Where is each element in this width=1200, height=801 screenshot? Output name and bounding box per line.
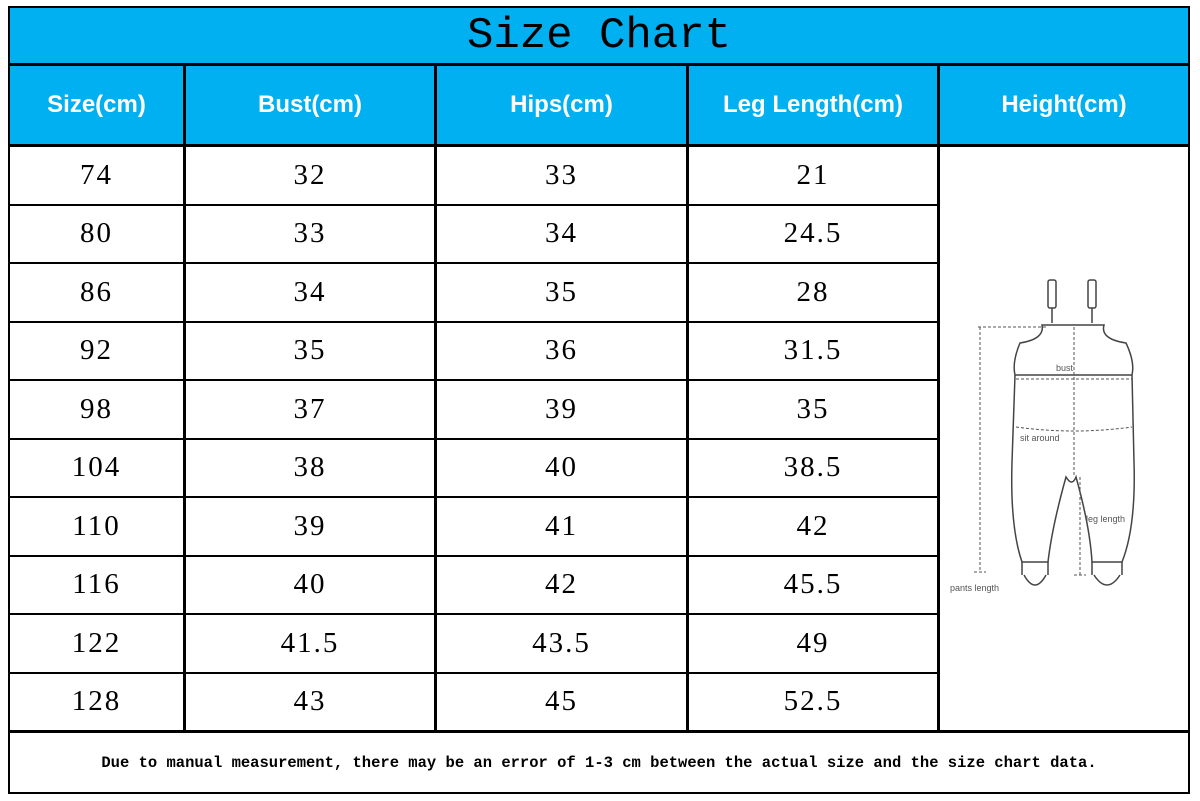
- table-cell: 86: [10, 264, 183, 321]
- table-cell: 36: [437, 322, 686, 379]
- table-cell: 43.5: [437, 615, 686, 672]
- table-cell: 34: [186, 264, 434, 321]
- table-cell: 33: [437, 147, 686, 204]
- table-cell: 34: [437, 205, 686, 262]
- overalls-illustration: bust sit around leg length pants length: [950, 279, 1135, 593]
- table-cell: 98: [10, 381, 183, 438]
- sit-around-label: sit around: [1020, 433, 1060, 443]
- table-cell: 41.5: [186, 615, 434, 672]
- table-cell: 35: [186, 322, 434, 379]
- table-cell: 43: [186, 673, 434, 730]
- table-cell: 52.5: [689, 673, 937, 730]
- table-cell: 45: [437, 673, 686, 730]
- table-cell: 74: [10, 147, 183, 204]
- table-cell: 41: [437, 498, 686, 555]
- leg-length-label: leg length: [1086, 514, 1125, 524]
- table-cell: 49: [689, 615, 937, 672]
- table-cell: 35: [437, 264, 686, 321]
- title: Size Chart: [10, 8, 1188, 63]
- table-cell: 33: [186, 205, 434, 262]
- column-header: Height(cm): [940, 66, 1188, 144]
- table-cell: 104: [10, 439, 183, 496]
- column-header: Bust(cm): [186, 66, 434, 144]
- table-cell: 42: [437, 556, 686, 613]
- table-cell: 37: [186, 381, 434, 438]
- table-cell: 38: [186, 439, 434, 496]
- column-header: Leg Length(cm): [689, 66, 937, 144]
- measure-lines: [974, 326, 1133, 576]
- column-header: Size(cm): [10, 66, 183, 144]
- table-cell: 128: [10, 673, 183, 730]
- size-illustration-cell: bust sit around leg length pants length: [940, 147, 1188, 730]
- table-cell: 24.5: [689, 205, 937, 262]
- table-cell: 42: [689, 498, 937, 555]
- table-cell: 35: [689, 381, 937, 438]
- table-cell: 110: [10, 498, 183, 555]
- table-cell: 80: [10, 205, 183, 262]
- table-cell: 92: [10, 322, 183, 379]
- table-cell: 45.5: [689, 556, 937, 613]
- table-cell: 39: [186, 498, 434, 555]
- table-cell: 28: [689, 264, 937, 321]
- table-cell: 32: [186, 147, 434, 204]
- table-cell: 31.5: [689, 322, 937, 379]
- table-cell: 21: [689, 147, 937, 204]
- column-header: Hips(cm): [437, 66, 686, 144]
- table-cell: 39: [437, 381, 686, 438]
- table-cell: 122: [10, 615, 183, 672]
- overalls-drawing: [1010, 279, 1135, 586]
- table-cell: 40: [186, 556, 434, 613]
- bust-label: bust: [1056, 363, 1074, 373]
- table-cell: 38.5: [689, 439, 937, 496]
- table-cell: 116: [10, 556, 183, 613]
- footnote: Due to manual measurement, there may be …: [10, 733, 1188, 792]
- pants-length-label: pants length: [950, 583, 999, 593]
- table-cell: 40: [437, 439, 686, 496]
